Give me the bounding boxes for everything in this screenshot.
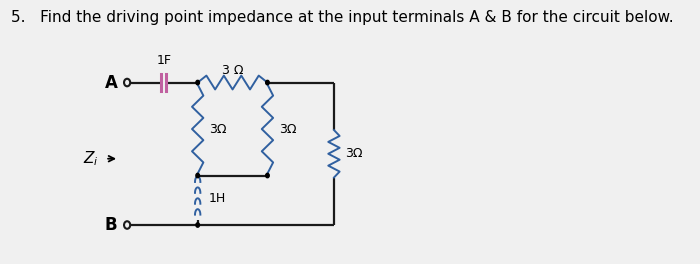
Text: 5.   Find the driving point impedance at the input terminals A & B for the circu: 5. Find the driving point impedance at t… bbox=[11, 10, 673, 25]
Text: $Z_i$: $Z_i$ bbox=[83, 149, 98, 168]
Text: 1F: 1F bbox=[156, 54, 172, 67]
Text: 1H: 1H bbox=[208, 192, 225, 205]
Circle shape bbox=[266, 80, 270, 85]
Text: B: B bbox=[105, 216, 118, 234]
Text: 3Ω: 3Ω bbox=[279, 122, 296, 135]
Circle shape bbox=[266, 173, 270, 178]
Circle shape bbox=[196, 223, 200, 227]
Circle shape bbox=[196, 173, 200, 178]
Circle shape bbox=[196, 80, 200, 85]
Text: 3Ω: 3Ω bbox=[345, 147, 363, 160]
Text: 3Ω: 3Ω bbox=[209, 122, 227, 135]
Text: A: A bbox=[104, 74, 118, 92]
Text: 3 Ω: 3 Ω bbox=[222, 64, 244, 77]
